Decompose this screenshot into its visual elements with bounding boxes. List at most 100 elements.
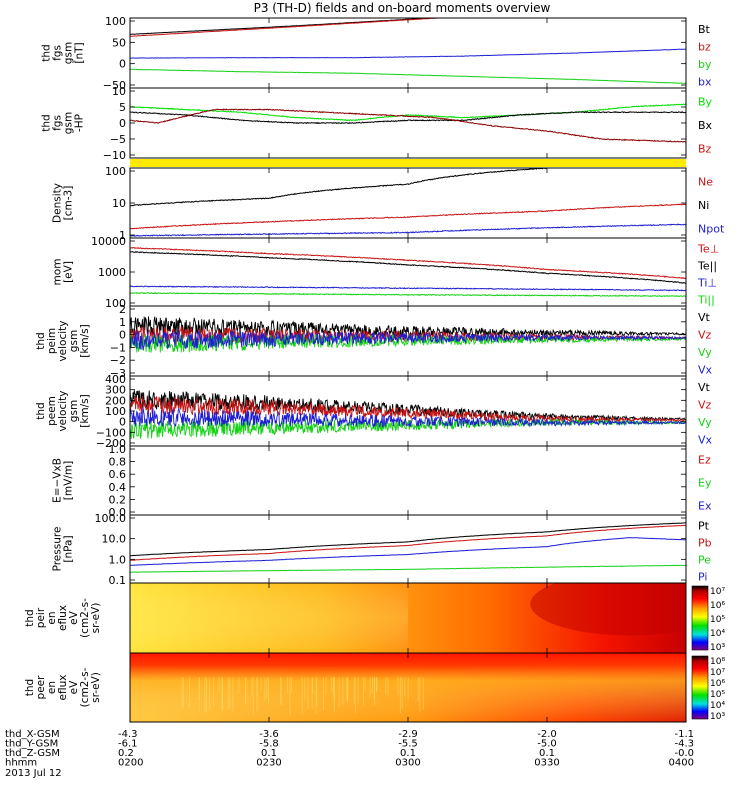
legend-label: Vz (698, 328, 712, 341)
legend-label: Ex (698, 500, 712, 513)
footer-value: -5.5 (398, 739, 418, 750)
legend-label: Ne (698, 176, 713, 189)
series-by (130, 48, 686, 59)
y-axis-title-line: velocity (57, 320, 69, 361)
series-vt (130, 316, 686, 339)
panel-1: 100 50 0 −50 Bt bz by bx thd fgs gsm [nT] (41, 15, 712, 92)
legend-label: by (698, 58, 712, 71)
spectrogram-10 (130, 653, 686, 722)
footer-value: -5.8 (259, 739, 279, 750)
series-by (130, 103, 686, 122)
legend-label: Vt (698, 311, 711, 324)
y-axis-title-line: Density (52, 183, 64, 223)
y-tick-label: 0.1 (109, 574, 127, 587)
y-tick-label: 10000 (91, 235, 126, 248)
ion-spectrogram-core (530, 583, 686, 636)
footer-value: 0330 (534, 758, 559, 769)
y-tick-label: 1.0 (109, 443, 127, 456)
y-axis-title-line: gsm (63, 112, 75, 134)
legend-label: Vx (698, 363, 713, 376)
panel-frame (129, 167, 687, 239)
footer-value: -4.3 (118, 729, 138, 740)
panel-4: 10000 1000 100 Te⊥ Te|| Ti⊥ Ti|| mom [eV] (52, 235, 720, 310)
colorbar-tick-label: 10⁷ (710, 587, 725, 597)
footer-value: -0.0 (674, 748, 694, 759)
y-axis-title-line: mom (52, 259, 64, 286)
y-axis-title-line: sr-eV) (90, 603, 102, 634)
colorbar-tick-label: 10⁶ (710, 679, 725, 689)
series-ti|| (130, 291, 686, 298)
legend-label: Ni (698, 199, 709, 212)
y-axis-title-line: fgs (52, 115, 64, 131)
ion-spectrogram-band (130, 583, 408, 653)
legend-label: Pi (698, 571, 707, 584)
colorbar-tick-label: 10⁷ (710, 668, 725, 678)
y-axis-title-line: peer (35, 675, 47, 700)
footer-value: 0.1 (539, 748, 555, 759)
y-axis-title-line: thd (41, 114, 53, 131)
legend-label: Bz (698, 142, 712, 155)
panel-frame (129, 87, 687, 159)
legend-label: Vy (698, 416, 712, 429)
y-axis-title-line: [eV] (63, 261, 75, 283)
legend-label: Bx (698, 119, 713, 132)
colorbar-tick-label: 10⁸ (710, 657, 725, 667)
series-pe (130, 564, 686, 573)
y-tick-label: 100 (105, 297, 126, 310)
y-tick-label: 100.0 (95, 512, 127, 525)
footer-value: 0200 (118, 758, 143, 769)
series-bt (130, 18, 441, 35)
y-axis-title-line: [nT] (74, 42, 86, 63)
y-axis-title-line: peim (46, 328, 58, 354)
colorbar-10 (691, 655, 709, 720)
y-tick-label: 10 (112, 85, 126, 98)
y-axis-title-line: eflux (57, 605, 69, 631)
legend-label: bz (698, 40, 711, 53)
y-axis-title-line: [cm-3] (63, 186, 75, 221)
y-tick-label: 2 (119, 303, 126, 316)
series-ne (130, 168, 548, 207)
y-tick-label: 400 (105, 373, 126, 386)
y-tick-label: 1 (119, 229, 126, 242)
y-axis-title-line: en (46, 681, 58, 694)
footer-value: 0400 (669, 758, 694, 769)
y-tick-label: −3 (110, 367, 126, 380)
y-axis-title-line: [nPa] (63, 535, 75, 562)
footer-value: 0300 (395, 758, 420, 769)
y-tick-label: 50 (112, 36, 126, 49)
legend-label: bx (698, 75, 712, 88)
footer-value: -1.1 (674, 729, 694, 740)
y-axis-title-line: eV (68, 680, 80, 694)
footer-value: 0.1 (261, 748, 277, 759)
y-tick-label: 0.4 (109, 481, 127, 494)
footer-value: -4.3 (674, 739, 694, 750)
legend-label: Vt (698, 381, 711, 394)
footer-row-label: thd_Z-GSM (5, 748, 60, 759)
legend-label: Bt (698, 23, 711, 36)
series-vz (130, 395, 686, 424)
footer-row-label: hhmm (5, 758, 37, 769)
electron-spectrogram-band (130, 653, 686, 722)
y-axis-title-line: thd (24, 609, 36, 626)
footer-value: -2.0 (537, 729, 557, 740)
y-tick-label: 1000 (98, 266, 126, 279)
y-tick-label: −1 (110, 341, 126, 354)
footer-value: 0230 (256, 758, 281, 769)
y-tick-label: 5 (119, 101, 126, 114)
series-te|| (130, 251, 686, 284)
y-tick-label: −200 (96, 437, 126, 450)
y-tick-label: 0.2 (109, 493, 127, 506)
y-axis-title-line: peir (35, 607, 47, 628)
y-tick-label: 10.0 (102, 533, 127, 546)
legend-label: Te⊥ (697, 243, 719, 256)
y-axis-title-line: fgs (52, 45, 64, 61)
y-tick-label: 300 (105, 384, 126, 397)
panel-2: 10 5 0 −5 −10 By Bx Bz thd fgs gsm -HP (41, 85, 713, 162)
y-axis-title-line: (cm2-s- (79, 667, 91, 707)
series-bx (130, 111, 686, 125)
colorbar-9 (691, 585, 709, 651)
series-bx (130, 68, 686, 84)
series-pt (130, 522, 686, 557)
footer-ephemeris: thd_X-GSM -4.3 -3.6 -2.9 -2.0 -1.1 thd_Y-GSM -6… (5, 729, 694, 779)
